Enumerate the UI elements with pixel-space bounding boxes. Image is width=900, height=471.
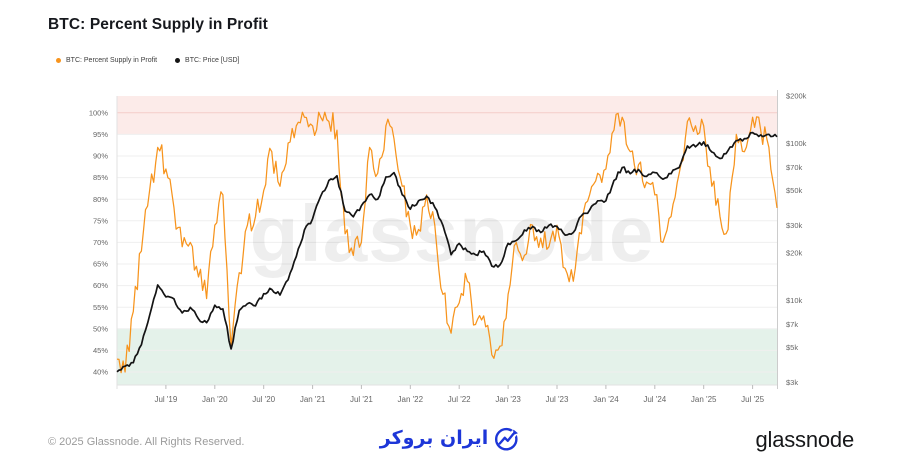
x-axis-label: Jul '24 (643, 395, 666, 404)
chart-canvas[interactable]: glassnode Jul '19 Jan '20 Jul '20 Jan '21 Jul… (0, 0, 900, 412)
band-low-profit (117, 328, 777, 385)
chart-legend: BTC: Percent Supply in Profit BTC: Price… (56, 57, 240, 64)
right-axis-label: $5k (786, 343, 798, 352)
series-supply-in-profit (116, 111, 778, 374)
legend-item-supply-in-profit[interactable]: BTC: Percent Supply in Profit (56, 57, 157, 64)
copyright-text: © 2025 Glassnode. All Rights Reserved. (48, 436, 245, 448)
x-axis-label: Jul '23 (546, 395, 569, 404)
series-btc-price (116, 131, 778, 373)
x-axis-label: Jan '22 (398, 395, 424, 404)
left-axis-label: 85% (93, 173, 108, 182)
right-axis-label: $3k (786, 378, 798, 387)
left-axis-label: 80% (93, 195, 108, 204)
legend-label: BTC: Percent Supply in Profit (66, 57, 158, 64)
left-axis-label: 65% (93, 260, 108, 269)
left-axis-label: 40% (93, 368, 108, 377)
right-axis-label: $20k (786, 249, 803, 258)
x-axis-label: Jul '19 (154, 395, 177, 404)
left-axis-label: 95% (93, 130, 108, 139)
x-axis-label: Jan '21 (300, 395, 326, 404)
right-axis-label: $200k (786, 92, 807, 101)
x-axis-label: Jul '21 (350, 395, 373, 404)
band-high-profit (117, 96, 777, 135)
glassnode-wordmark[interactable]: glassnode (755, 427, 855, 452)
x-axis-label: Jan '20 (202, 395, 228, 404)
right-axis-label: $30k (786, 221, 803, 230)
trending-up-circle-icon (495, 427, 519, 451)
left-axis-label: 70% (93, 238, 108, 247)
legend-dot-black-icon (175, 58, 181, 63)
x-axis-label: Jul '20 (252, 395, 275, 404)
left-axis-label: 60% (93, 281, 108, 290)
right-axis-label: $7k (786, 320, 798, 329)
x-axis-label: Jan '25 (691, 395, 717, 404)
x-axis-label: Jan '24 (593, 395, 619, 404)
partner-wordmark: ایران بروکر (379, 427, 489, 449)
right-axis-label: $100k (786, 139, 807, 148)
left-axis-label: 90% (93, 152, 108, 161)
partner-logo[interactable]: ایران بروکر (380, 425, 520, 452)
page-title: BTC: Percent Supply in Profit (48, 16, 268, 33)
left-axis-label: 50% (93, 324, 108, 333)
right-axis-label: $50k (786, 186, 803, 195)
x-axis-label: Jul '25 (741, 395, 764, 404)
legend-item-price[interactable]: BTC: Price [USD] (175, 57, 240, 64)
left-axis-label: 100% (89, 108, 109, 117)
left-axis-label: 45% (93, 346, 108, 355)
right-axis-label: $10k (786, 296, 803, 305)
legend-dot-orange-icon (56, 58, 61, 63)
legend-label: BTC: Price [USD] (185, 57, 240, 64)
left-axis-label: 55% (93, 303, 108, 312)
x-axis-label: Jul '22 (448, 395, 471, 404)
right-axis-label: $70k (786, 163, 803, 172)
watermark-text: glassnode (250, 189, 655, 278)
left-axis-label: 75% (93, 216, 108, 225)
x-axis-label: Jan '23 (495, 395, 521, 404)
